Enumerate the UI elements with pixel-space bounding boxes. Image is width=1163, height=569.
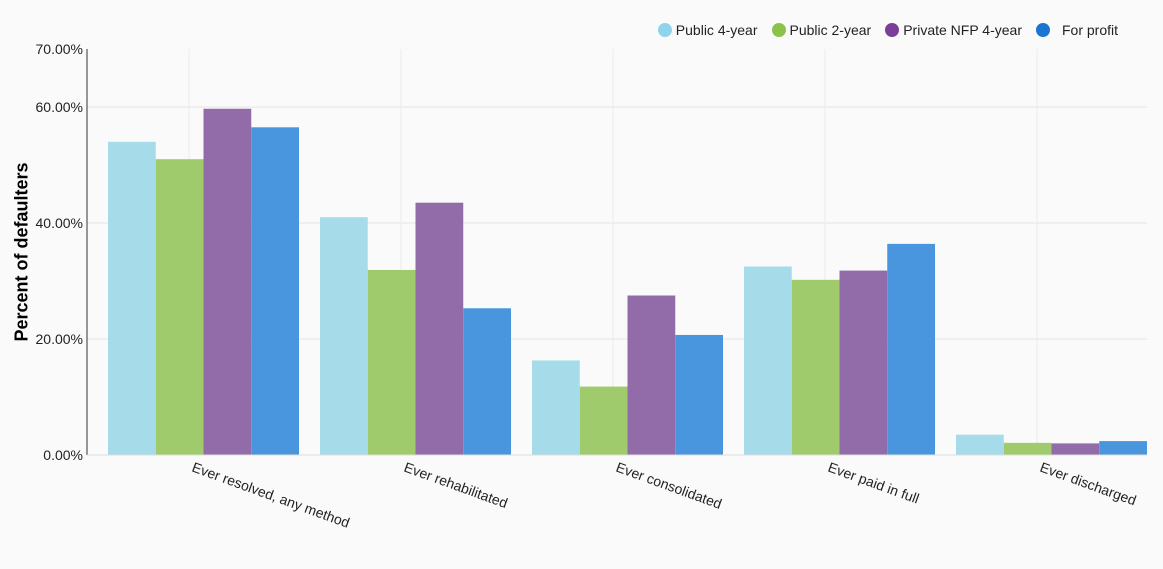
legend-swatch-for-profit [1035, 23, 1050, 37]
y-tick-label: 20.00% [36, 331, 83, 347]
bar-for-profit [251, 127, 299, 456]
x-tick-label: Ever discharged [1038, 459, 1139, 509]
bar-for-profit [675, 334, 723, 455]
bar-private-nfp-4-year [415, 202, 464, 455]
bar-private-nfp-4-year [1051, 443, 1100, 455]
legend-label-public-4-year: Public 4-year [675, 22, 758, 38]
legend-item-private-nfp-4-year[interactable]: Private NFP 4-year [885, 22, 1022, 38]
bar-public-2-year [1003, 442, 1052, 455]
bar-for-profit [463, 308, 511, 455]
bar-public-2-year [579, 386, 628, 455]
legend-label-for-profit: For profit [1061, 22, 1118, 38]
bar-private-nfp-4-year [203, 108, 252, 456]
bar-public-4-year [320, 217, 368, 455]
x-tick-label: Ever rehabilitated [402, 459, 510, 511]
chart-legend: Public 4-year Public 2-year Private NFP … [657, 22, 1118, 38]
x-tick-label: Ever resolved, any method [190, 459, 352, 531]
bar-for-profit [887, 243, 935, 455]
bar-public-4-year [744, 266, 792, 455]
y-tick-label: 60.00% [36, 99, 83, 115]
legend-swatch-public-4-year [657, 23, 672, 37]
bar-for-profit [1099, 441, 1147, 455]
legend-swatch-private-nfp-4-year [885, 23, 900, 37]
bar-public-2-year [791, 279, 840, 455]
legend-label-public-2-year: Public 2-year [789, 22, 872, 38]
bar-public-2-year [367, 269, 416, 455]
bar-public-4-year [108, 141, 156, 456]
bar-public-4-year [532, 360, 580, 455]
x-tick-label: Ever consolidated [614, 459, 724, 512]
legend-swatch-public-2-year [771, 23, 786, 37]
bar-public-2-year [155, 159, 204, 455]
x-tick-label: Ever paid in full [826, 459, 921, 507]
legend-item-public-2-year[interactable]: Public 2-year [771, 22, 872, 38]
y-tick-label: 0.00% [43, 447, 83, 463]
bar-private-nfp-4-year [839, 270, 888, 455]
legend-item-for-profit[interactable]: For profit [1035, 22, 1118, 38]
bar-private-nfp-4-year [627, 295, 676, 455]
bar-public-4-year [956, 434, 1004, 455]
legend-item-public-4-year[interactable]: Public 4-year [657, 22, 758, 38]
y-tick-label: 70.00% [36, 41, 83, 57]
y-tick-label: 40.00% [36, 215, 83, 231]
legend-label-private-nfp-4-year: Private NFP 4-year [903, 22, 1022, 38]
